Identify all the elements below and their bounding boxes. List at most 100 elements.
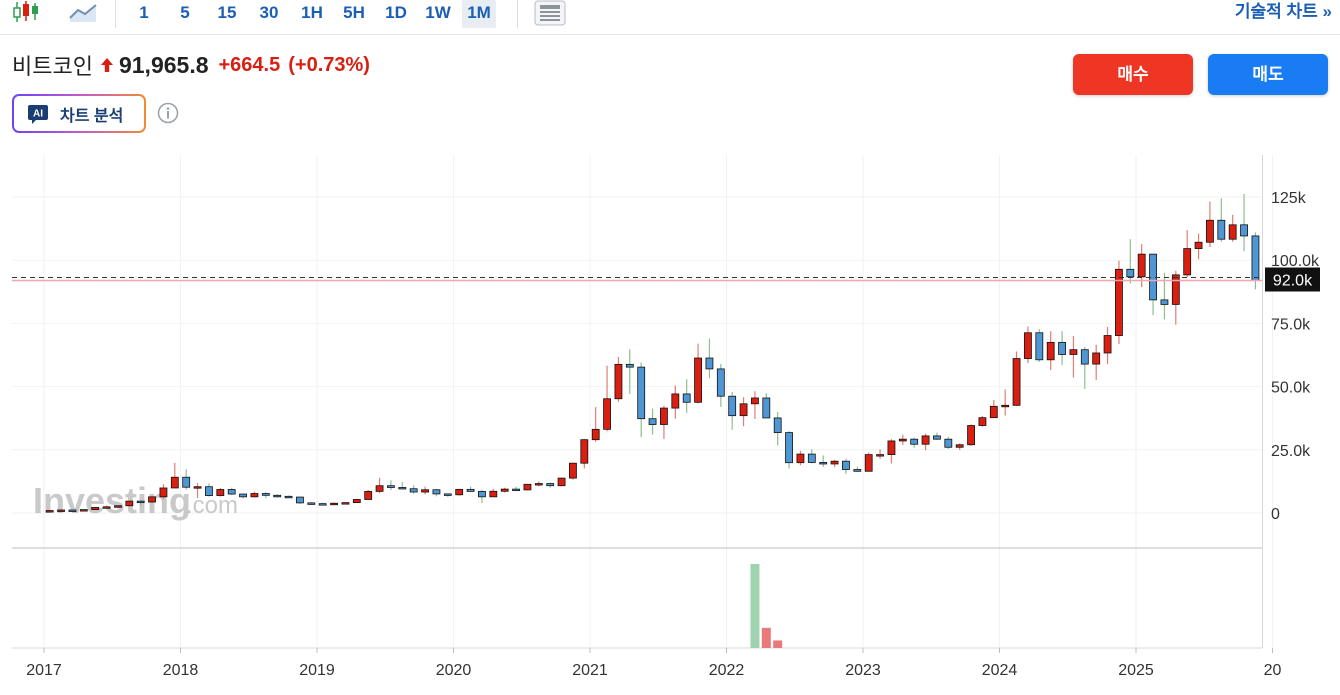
- candle-body: [716, 368, 725, 397]
- candle: [159, 484, 168, 500]
- candle: [910, 437, 919, 448]
- candle: [375, 477, 384, 494]
- price-chart[interactable]: Investing .com 92.0k 125k 100.0k 75.0k 50.0…: [0, 150, 1340, 695]
- candle-body: [864, 454, 873, 472]
- candle: [1035, 329, 1044, 362]
- candle-body: [1035, 332, 1044, 361]
- x-tick-label: 2020: [436, 662, 472, 679]
- candle: [694, 343, 702, 404]
- candle-body: [989, 405, 998, 419]
- candle-body: [114, 505, 122, 508]
- candle-body: [318, 503, 327, 506]
- candle-body: [853, 469, 862, 472]
- sell-button[interactable]: 매도: [1208, 54, 1328, 95]
- candle-body: [216, 489, 225, 496]
- candle: [1012, 351, 1021, 407]
- candle-body: [773, 417, 782, 434]
- timeframe-1w[interactable]: 1W: [425, 3, 451, 22]
- candle-body: [421, 489, 429, 493]
- timeframe-1mo[interactable]: 1M: [462, 0, 496, 28]
- candle-body: [1194, 241, 1203, 249]
- candle: [898, 434, 907, 445]
- technical-chart-link[interactable]: 기술적 차트 »: [1234, 2, 1332, 21]
- candle: [819, 455, 828, 467]
- y-tick-label: 125k: [1271, 190, 1307, 207]
- chart-toolbar: 1 5 15 30 1H 5H 1D 1W 1M 기술적 차트 »: [0, 0, 1340, 35]
- candle: [1206, 201, 1214, 248]
- candle: [398, 481, 407, 490]
- candle-body: [1251, 235, 1260, 281]
- candle-body: [182, 476, 191, 488]
- x-tick-label: 2017: [26, 662, 62, 679]
- candle-body: [443, 493, 452, 496]
- candle-body: [751, 397, 759, 405]
- candle-body: [625, 363, 634, 368]
- candle-body: [125, 500, 134, 507]
- candle: [79, 509, 88, 512]
- candle-body: [466, 488, 475, 492]
- candle-body: [1092, 352, 1101, 365]
- candle-body: [1171, 274, 1180, 305]
- candle-body: [455, 488, 464, 496]
- timeframe-15m[interactable]: 15: [217, 3, 237, 22]
- candle-body: [489, 490, 498, 498]
- candle: [500, 487, 509, 493]
- candle-body: [694, 357, 702, 403]
- x-tick-label: 2022: [709, 662, 745, 679]
- candle-body: [842, 460, 850, 470]
- timeframe-1d[interactable]: 1D: [385, 3, 407, 22]
- candle: [261, 492, 270, 499]
- candle-body: [967, 425, 975, 446]
- info-icon[interactable]: [157, 102, 179, 124]
- candle: [409, 485, 418, 494]
- candle-body: [57, 509, 65, 512]
- last-price: 91,965.8: [118, 51, 209, 78]
- candle-body: [1058, 341, 1066, 355]
- timeframe-1m[interactable]: 1: [139, 3, 149, 22]
- candle: [830, 459, 839, 467]
- chart-grid: [12, 155, 1273, 649]
- timeframe-5h[interactable]: 5H: [343, 3, 365, 22]
- candle-body: [523, 483, 532, 491]
- candle: [887, 439, 896, 464]
- candle-body: [705, 357, 714, 370]
- candlestick-icon[interactable]: [12, 0, 40, 26]
- candle-body: [68, 509, 77, 512]
- candle: [955, 443, 964, 451]
- candle-body: [796, 453, 805, 464]
- ai-chart-analysis-button[interactable]: AI 차트 분석: [12, 94, 146, 133]
- x-tick-label: 20: [1264, 662, 1282, 679]
- candle: [91, 507, 100, 510]
- candle: [933, 432, 941, 440]
- chart-layout-icon[interactable]: [534, 0, 566, 26]
- y-tick-label: 0: [1271, 506, 1280, 523]
- candle-body: [512, 488, 520, 492]
- candle-body: [1217, 219, 1226, 240]
- candle: [762, 393, 771, 419]
- timeframe-5m[interactable]: 5: [180, 3, 190, 22]
- candle: [796, 450, 805, 466]
- candle-body: [239, 493, 247, 498]
- candle: [534, 481, 543, 487]
- x-axis: 2017 2018 2019 2020 2021 2022 2023 2024 2025 20: [26, 648, 1282, 679]
- candle-body: [955, 444, 964, 448]
- candle: [807, 449, 816, 464]
- candle: [1058, 331, 1066, 366]
- candle-body: [159, 487, 168, 498]
- candle-body: [819, 462, 828, 465]
- buy-button[interactable]: 매수: [1073, 54, 1193, 95]
- timeframe-1h[interactable]: 1H: [301, 3, 323, 22]
- candle: [1126, 239, 1135, 284]
- watermark-suffix: .com: [186, 492, 238, 519]
- candle: [705, 338, 714, 379]
- candle: [125, 500, 134, 507]
- candle-body: [1001, 404, 1010, 408]
- candle-body: [569, 462, 577, 479]
- candle: [989, 399, 998, 419]
- instrument-name: 비트코인: [12, 54, 93, 79]
- timeframe-30m[interactable]: 30: [259, 3, 279, 22]
- candle: [1046, 331, 1055, 370]
- candle: [45, 510, 54, 513]
- candle: [944, 436, 953, 450]
- area-chart-icon[interactable]: [68, 0, 98, 26]
